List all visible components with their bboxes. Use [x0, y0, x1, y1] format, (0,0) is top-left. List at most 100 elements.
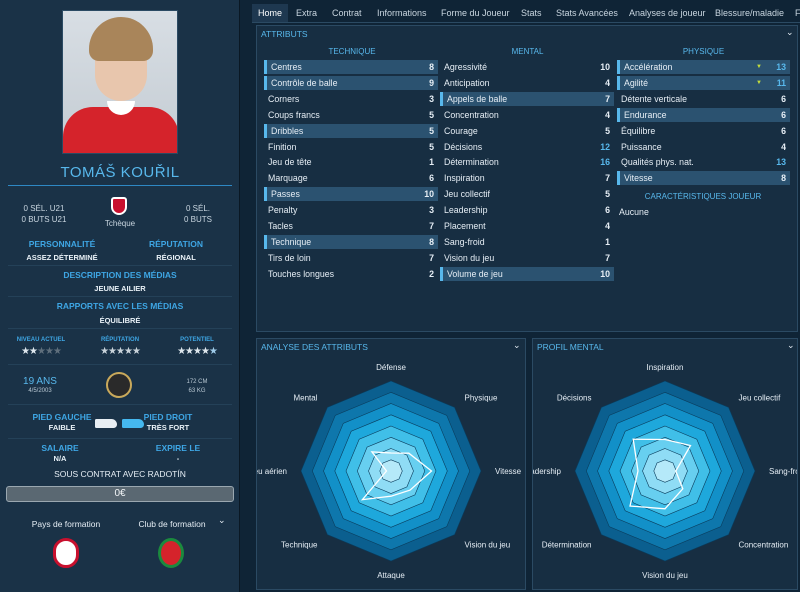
attribute-row[interactable]: Accélération 13 ▼: [617, 60, 790, 74]
attribute-row[interactable]: Décisions 12: [440, 140, 614, 154]
attribute-row[interactable]: Agressivité 10: [440, 60, 614, 74]
tab-informations[interactable]: Informations: [377, 8, 427, 18]
attribute-value: 6: [781, 93, 786, 104]
radar-axis-label: Vision du jeu: [642, 571, 688, 580]
attribute-row[interactable]: Détente verticale 6: [617, 92, 790, 106]
attribute-row[interactable]: Jeu de tête 1: [264, 155, 438, 169]
attribute-name: Vision du jeu: [444, 252, 495, 263]
attribute-row[interactable]: Placement 4: [440, 219, 614, 233]
attribute-row[interactable]: Leadership 6: [440, 203, 614, 217]
media-description-value: JEUNE AILIER: [94, 284, 146, 293]
attribute-value: 16: [600, 157, 610, 168]
player-profile-panel: TOMÁŠ KOUŘIL 0 SÉL. U21 0 BUTS U21 Tchèq…: [0, 0, 240, 592]
chevron-down-icon[interactable]: ⌄: [787, 340, 795, 350]
player-name: TOMÁŠ KOUŘIL: [60, 164, 180, 181]
attribute-row[interactable]: Sang-froid 1: [440, 235, 614, 249]
divider: [8, 328, 232, 329]
attribute-row[interactable]: Passes 10: [264, 187, 438, 202]
tab-forme[interactable]: Forme du Joueur: [441, 8, 510, 18]
attribute-row[interactable]: Touches longues 2: [264, 267, 438, 281]
tab-stats-avancees[interactable]: Stats Avancées: [556, 8, 618, 18]
attribute-row[interactable]: Équilibre 6: [617, 124, 790, 138]
radar-ring: [379, 459, 403, 483]
divider: [8, 438, 232, 439]
attribute-row[interactable]: Agilité 11 ▼: [617, 75, 790, 90]
attribute-row[interactable]: Contrôle de balle 9: [264, 75, 438, 90]
attribute-row[interactable]: Inspiration 7: [440, 171, 614, 185]
attribute-row[interactable]: Coups francs 5: [264, 108, 438, 122]
attribute-row[interactable]: Penalty 3: [264, 203, 438, 217]
attribute-row[interactable]: Anticipation 4: [440, 76, 614, 90]
attribute-value: 4: [605, 109, 610, 120]
attribute-radar-chart: Défense Physique Vitesse Vision du jeu Attaq…: [257, 363, 522, 580]
attribute-row[interactable]: Finition 5: [264, 140, 438, 154]
tab-blessure[interactable]: Blessure/maladie: [715, 8, 785, 18]
mental-profile-title: PROFIL MENTAL: [537, 342, 604, 352]
tab-stats[interactable]: Stats: [521, 8, 542, 18]
attribute-row[interactable]: Appels de balle 7: [440, 91, 614, 106]
attribute-row[interactable]: Détermination 16: [440, 155, 614, 169]
attribute-row[interactable]: Tirs de loin 7: [264, 251, 438, 265]
tab-analyses[interactable]: Analyses de joueur: [629, 8, 706, 18]
attribute-row[interactable]: Vision du jeu 7: [440, 251, 614, 265]
club-crest-icon: [106, 372, 132, 398]
radar-axis-label: Physique: [465, 394, 498, 403]
attribute-name: Passes: [271, 189, 300, 200]
media-relations-value: ÉQUILIBRÉ: [99, 316, 141, 325]
attribute-value: 7: [429, 252, 434, 263]
contract-expiry-label: EXPIRE LE: [155, 443, 201, 453]
attribute-name: Concentration: [444, 109, 499, 120]
attribute-name: Corners: [268, 93, 300, 104]
right-boot-icon: [122, 419, 144, 428]
attribute-row[interactable]: Vitesse 8: [617, 171, 790, 186]
attribute-row[interactable]: Marquage 6: [264, 171, 438, 185]
contract-club: SOUS CONTRAT AVEC RADOTÍN: [54, 469, 186, 479]
attribute-row[interactable]: Tacles 7: [264, 219, 438, 233]
media-relations-label: RAPPORTS AVEC LES MÉDIAS: [56, 301, 184, 311]
right-foot-value: TRÈS FORT: [146, 423, 190, 432]
personality-value: ASSEZ DÉTERMINÉ: [26, 253, 98, 262]
left-boot-icon: [95, 419, 117, 428]
caps: 0 SÉL.: [185, 204, 210, 213]
tab-extra[interactable]: Extra: [296, 8, 318, 18]
attribute-row[interactable]: Puissance 4: [617, 140, 790, 154]
salary-value: N/A: [53, 454, 67, 463]
nation-name: Tchèque: [104, 219, 136, 228]
tab-contrat[interactable]: Contrat: [332, 8, 362, 18]
chevron-down-icon[interactable]: ⌄: [513, 340, 521, 350]
media-description-label: DESCRIPTION DES MÉDIAS: [63, 270, 177, 280]
attribute-row[interactable]: Centres 8: [264, 60, 438, 74]
attribute-row[interactable]: Qualités phys. nat. 13: [617, 155, 790, 169]
attribute-name: Décisions: [444, 141, 483, 152]
attribute-value: 5: [605, 125, 610, 136]
attribute-row[interactable]: Endurance 6: [617, 107, 790, 122]
player-height-weight: 172 CM 63 KG: [186, 379, 208, 394]
attribute-value: 5: [605, 189, 610, 200]
tab-home[interactable]: Home: [252, 4, 289, 22]
attribute-value: 6: [781, 125, 786, 136]
attribute-value: 1: [429, 157, 434, 168]
transfer-value-bar[interactable]: 0€: [6, 486, 234, 502]
radar-axis-label: Décisions: [557, 394, 592, 403]
reputation-stars-label: RÉPUTATION: [100, 337, 140, 343]
divider: [252, 22, 800, 23]
attribute-row[interactable]: Technique 8: [264, 234, 438, 249]
tab-overflow[interactable]: F: [795, 8, 800, 18]
attribute-row[interactable]: Volume de jeu 10: [440, 266, 614, 281]
player-traits-value: Aucune: [619, 207, 649, 217]
attribute-row[interactable]: Jeu collectif 5: [440, 187, 614, 201]
attribute-value: 13: [776, 157, 786, 168]
attribute-name: Tirs de loin: [268, 252, 311, 263]
attribute-row[interactable]: Courage 5: [440, 124, 614, 138]
attribute-value: 10: [600, 62, 610, 72]
attribute-row[interactable]: Dribbles 5: [264, 123, 438, 138]
goals: 0 BUTS: [183, 215, 212, 224]
chevron-down-icon[interactable]: ⌄: [218, 515, 226, 525]
attribute-row[interactable]: Corners 3: [264, 92, 438, 106]
attribute-name: Placement: [444, 221, 486, 231]
chevron-down-icon[interactable]: ⌄: [786, 27, 794, 37]
attribute-row[interactable]: Concentration 4: [440, 108, 614, 122]
attribute-analysis-panel: ANALYSE DES ATTRIBUTS ⌄ Défense Physique V…: [256, 338, 526, 590]
attribute-value: 7: [605, 252, 610, 263]
attribute-name: Vitesse: [624, 173, 653, 184]
